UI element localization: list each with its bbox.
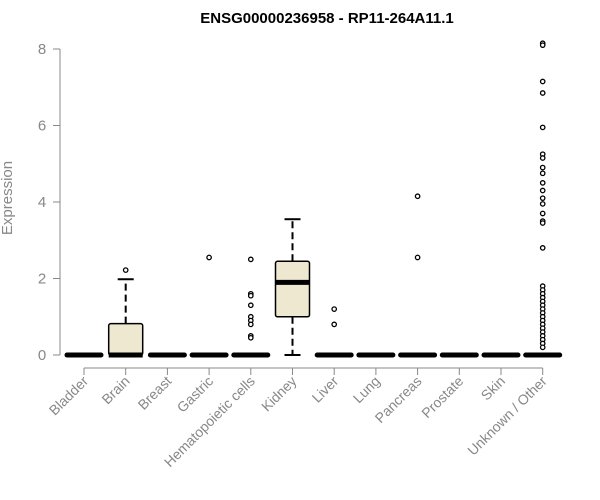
chart-title: ENSG00000236958 - RP11-264A11.1 xyxy=(200,10,454,27)
outlier-point xyxy=(539,210,546,217)
y-tick-label: 4 xyxy=(38,194,46,211)
outlier-point xyxy=(206,254,212,261)
outlier-point xyxy=(331,321,338,328)
plot-area xyxy=(64,40,563,358)
box-brain xyxy=(107,267,144,358)
outlier-point xyxy=(247,292,254,299)
outlier-point xyxy=(539,170,546,177)
x-tick-label: Brain xyxy=(98,373,132,407)
outlier-point xyxy=(247,256,254,263)
outlier-point xyxy=(539,42,546,49)
x-tick-label: Kidney xyxy=(258,373,300,415)
outlier-point xyxy=(539,344,546,351)
outlier-point xyxy=(539,187,546,194)
x-tick-label: Skin xyxy=(478,373,509,404)
outlier-point xyxy=(122,267,129,273)
outlier-point xyxy=(247,334,254,341)
outlier-point xyxy=(539,78,546,85)
box-gastric xyxy=(189,254,229,358)
x-tick-label: Lung xyxy=(350,373,383,406)
x-tick-label: Liver xyxy=(309,373,342,406)
outlier-point xyxy=(539,164,546,171)
outlier-point xyxy=(539,180,546,186)
box-hematopoietic-cells xyxy=(231,256,271,358)
outlier-point xyxy=(539,124,546,131)
y-axis-label: Expression xyxy=(0,161,16,235)
x-tick-label: Bladder xyxy=(46,373,92,419)
outlier-point xyxy=(247,302,254,309)
outlier-point xyxy=(539,245,546,251)
outlier-point xyxy=(539,90,546,96)
x-tick-label: Unknown / Other xyxy=(464,373,550,459)
outlier-point xyxy=(539,195,546,202)
iqr-box xyxy=(107,322,144,356)
box-unknown-other xyxy=(523,40,563,358)
y-tick-label: 8 xyxy=(38,41,46,58)
y-axis: 0 2 4 6 8 xyxy=(38,41,61,364)
outlier-point xyxy=(331,306,338,312)
box-kidney xyxy=(274,218,311,356)
outlier-point xyxy=(247,321,254,328)
box-liver xyxy=(314,306,354,358)
outlier-point xyxy=(539,201,546,207)
x-tick-label: Breast xyxy=(135,373,175,413)
iqr-box xyxy=(274,260,311,318)
x-tick-label: Prostate xyxy=(418,373,466,421)
y-tick-label: 0 xyxy=(38,347,46,364)
y-tick-label: 2 xyxy=(38,271,46,288)
box-pancreas xyxy=(398,193,438,358)
outlier-point xyxy=(414,254,421,261)
y-tick-label: 6 xyxy=(38,118,46,135)
outlier-point xyxy=(414,193,421,200)
outlier-point xyxy=(539,220,546,226)
outlier-point xyxy=(539,155,546,161)
